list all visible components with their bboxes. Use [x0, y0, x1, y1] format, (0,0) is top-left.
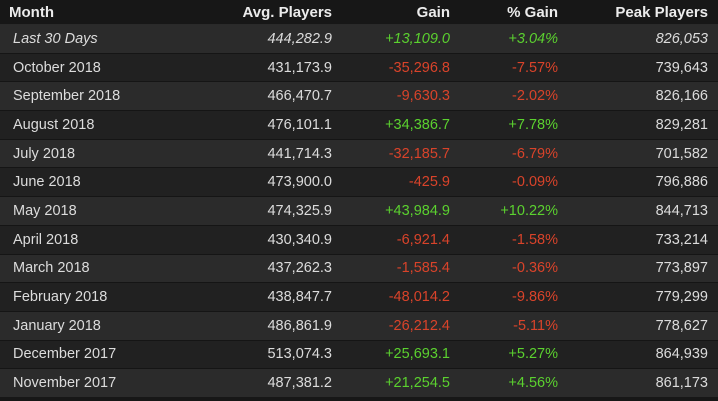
peak-players-cell: 773,897: [568, 253, 718, 283]
pct-gain-cell: +10.22%: [460, 196, 568, 226]
peak-players-cell: 733,214: [568, 224, 718, 254]
avg-players-cell: 431,173.9: [200, 52, 342, 82]
peak-players-cell: 778,627: [568, 310, 718, 341]
month-cell: April 2018: [0, 224, 200, 254]
month-cell: November 2017: [0, 368, 200, 398]
avg-players-cell: 437,262.3: [200, 253, 342, 283]
table-row: August 2018 476,101.1 +34,386.7 +7.78% 829,2…: [0, 110, 718, 140]
avg-players-cell: 487,381.2: [200, 368, 342, 398]
table-row: June 2018 473,900.0 -425.9 -0.09% 796,886: [0, 167, 718, 197]
month-cell: May 2018: [0, 196, 200, 226]
gain-cell: -48,014.2: [342, 282, 460, 312]
table-row: April 2018 430,340.9 -6,921.4 -1.58% 733,214: [0, 224, 718, 254]
pct-gain-cell: +3.04%: [460, 24, 568, 54]
avg-players-cell: 444,282.9: [200, 24, 342, 54]
table-row: February 2018 438,847.7 -48,014.2 -9.86% 779…: [0, 282, 718, 312]
avg-players-cell: 441,714.3: [200, 138, 342, 168]
month-cell: October 2018: [0, 52, 200, 82]
gain-cell: +43,984.9: [342, 196, 460, 226]
table-row: July 2018 441,714.3 -32,185.7 -6.79% 701,582: [0, 138, 718, 168]
table-row: Last 30 Days 444,282.9 +13,109.0 +3.04% 826,…: [0, 24, 718, 54]
peak-players-cell: 829,281: [568, 110, 718, 140]
pct-gain-cell: -0.36%: [460, 253, 568, 283]
avg-players-cell: 474,325.9: [200, 196, 342, 226]
avg-players-cell: 513,074.3: [200, 339, 342, 369]
column-header-gain[interactable]: Gain: [342, 0, 460, 25]
pct-gain-cell: -2.02%: [460, 81, 568, 111]
pct-gain-cell: -0.09%: [460, 167, 568, 197]
table-row: January 2018 486,861.9 -26,212.4 -5.11% 778,…: [0, 310, 718, 341]
month-cell: July 2018: [0, 138, 200, 168]
gain-cell: -1,585.4: [342, 253, 460, 283]
pct-gain-cell: -6.79%: [460, 138, 568, 168]
peak-players-cell: 739,643: [568, 52, 718, 82]
avg-players-cell: 486,861.9: [200, 310, 342, 341]
pct-gain-cell: -5.11%: [460, 310, 568, 341]
peak-players-cell: 844,713: [568, 196, 718, 226]
pct-gain-cell: +7.78%: [460, 110, 568, 140]
gain-cell: -9,630.3: [342, 81, 460, 111]
peak-players-cell: 826,053: [568, 24, 718, 54]
table-body: Last 30 Days 444,282.9 +13,109.0 +3.04% 826,…: [0, 24, 718, 398]
gain-cell: +34,386.7: [342, 110, 460, 140]
peak-players-cell: 826,166: [568, 81, 718, 111]
peak-players-cell: 861,173: [568, 368, 718, 398]
column-header-peak-players[interactable]: Peak Players: [568, 0, 718, 25]
avg-players-cell: 466,470.7: [200, 81, 342, 111]
month-cell: February 2018: [0, 282, 200, 312]
column-header-pct-gain[interactable]: % Gain: [460, 0, 568, 25]
gain-cell: -26,212.4: [342, 310, 460, 341]
table-row: September 2018 466,470.7 -9,630.3 -2.02% 826…: [0, 81, 718, 111]
table-row: November 2017 487,381.2 +21,254.5 +4.56% 861…: [0, 368, 718, 398]
month-cell: December 2017: [0, 339, 200, 369]
pct-gain-cell: +4.56%: [460, 368, 568, 398]
gain-cell: -425.9: [342, 167, 460, 197]
month-cell: September 2018: [0, 81, 200, 111]
table-header-row: Month Avg. Players Gain % Gain Peak Play…: [0, 0, 718, 25]
avg-players-cell: 473,900.0: [200, 167, 342, 197]
column-header-month[interactable]: Month: [0, 0, 200, 25]
table-row: October 2018 431,173.9 -35,296.8 -7.57% 739,…: [0, 52, 718, 82]
pct-gain-cell: -1.58%: [460, 224, 568, 254]
peak-players-cell: 779,299: [568, 282, 718, 312]
table-row: December 2017 513,074.3 +25,693.1 +5.27% 864…: [0, 339, 718, 369]
avg-players-cell: 476,101.1: [200, 110, 342, 140]
month-cell: Last 30 Days: [0, 24, 200, 54]
avg-players-cell: 430,340.9: [200, 224, 342, 254]
table-row: May 2018 474,325.9 +43,984.9 +10.22% 844,713: [0, 196, 718, 226]
gain-cell: -35,296.8: [342, 52, 460, 82]
peak-players-cell: 796,886: [568, 167, 718, 197]
month-cell: August 2018: [0, 110, 200, 140]
month-cell: June 2018: [0, 167, 200, 197]
month-cell: March 2018: [0, 253, 200, 283]
gain-cell: +13,109.0: [342, 24, 460, 54]
gain-cell: -6,921.4: [342, 224, 460, 254]
pct-gain-cell: +5.27%: [460, 339, 568, 369]
gain-cell: -32,185.7: [342, 138, 460, 168]
month-cell: January 2018: [0, 310, 200, 341]
column-header-avg-players[interactable]: Avg. Players: [200, 0, 342, 25]
avg-players-cell: 438,847.7: [200, 282, 342, 312]
pct-gain-cell: -7.57%: [460, 52, 568, 82]
gain-cell: +21,254.5: [342, 368, 460, 398]
table-row: March 2018 437,262.3 -1,585.4 -0.36% 773,897: [0, 253, 718, 283]
pct-gain-cell: -9.86%: [460, 282, 568, 312]
peak-players-cell: 701,582: [568, 138, 718, 168]
gain-cell: +25,693.1: [342, 339, 460, 369]
peak-players-cell: 864,939: [568, 339, 718, 369]
